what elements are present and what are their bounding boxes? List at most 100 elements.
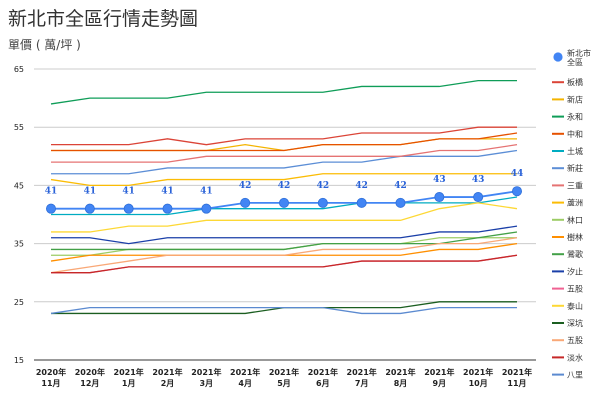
legend-label-cont: 全區 [567, 57, 583, 67]
series-line-11 [51, 231, 518, 251]
x-tick-label-month: 11月 [41, 379, 60, 388]
series-line-12 [51, 225, 518, 245]
y-tick-label: 55 [14, 123, 24, 132]
legend-label: 三重 [567, 180, 583, 190]
series-point [395, 197, 406, 208]
series-line-16 [50, 237, 518, 274]
series-line-17 [51, 254, 518, 274]
chart-title: 新北市全區行情走勢圖 [8, 8, 199, 30]
y-tick-label: 45 [14, 181, 24, 190]
x-tick-label-year: 2021年 [424, 367, 454, 377]
x-tick-label-month: 4月 [238, 379, 252, 388]
series-point [512, 186, 523, 197]
x-tick-label-year: 2020年 [36, 367, 66, 377]
data-label: 41 [161, 187, 174, 197]
x-tick-label-year: 2021年 [385, 367, 415, 377]
y-tick-label: 15 [14, 356, 24, 365]
series-point [434, 192, 445, 203]
data-label: 43 [472, 175, 485, 185]
chart-subtitle: 單價 ( 萬/坪 ) [8, 38, 81, 52]
series-line-13 [51, 254, 518, 274]
series-line-9 [51, 237, 517, 256]
legend-label: 深坑 [567, 318, 583, 328]
legend-label: 泰山 [567, 301, 583, 311]
legend-label: 永和 [567, 112, 583, 122]
series-line-6 [51, 149, 518, 175]
y-tick-label: 25 [14, 298, 24, 307]
legend-label: 鶯歌 [567, 249, 583, 259]
series-point [123, 203, 134, 214]
x-tick-label-month: 3月 [200, 379, 214, 388]
y-axis-ticks: 15 25 35 45 55 65 [14, 65, 24, 365]
data-label: 42 [278, 181, 291, 191]
x-tick-label-month: 7月 [355, 379, 369, 388]
series-point [317, 197, 328, 208]
series-line-7 [51, 144, 518, 163]
x-tick-label-month: 10月 [469, 379, 488, 388]
data-label: 41 [200, 187, 213, 197]
series-point [84, 203, 95, 214]
x-tick-label-month: 6月 [316, 379, 330, 388]
x-tick-label-month: 11月 [507, 379, 526, 388]
data-label: 42 [317, 181, 330, 191]
x-tick-label-year: 2020年 [75, 367, 105, 377]
data-label: 42 [394, 181, 407, 191]
series-point [201, 203, 212, 214]
y-tick-label: 35 [14, 240, 24, 249]
x-tick-label-year: 2021年 [114, 367, 144, 377]
series-point [46, 203, 57, 214]
legend-label: 八里 [567, 371, 583, 380]
legend-swatch-marker [553, 52, 563, 62]
legend-label: 中和 [567, 129, 583, 139]
x-tick-label-month: 1月 [122, 379, 136, 388]
data-label: 41 [84, 187, 97, 197]
data-label: 44 [511, 169, 524, 179]
x-tick-label-year: 2021年 [347, 367, 377, 377]
data-label: 42 [355, 181, 368, 191]
legend-label: 樹林 [567, 232, 583, 242]
series-point [162, 203, 173, 214]
series-point [278, 197, 289, 208]
x-tick-label-month: 2月 [161, 379, 175, 388]
series-line-8 [50, 173, 517, 187]
x-tick-label-month: 5月 [277, 379, 291, 388]
legend-label: 五股 [567, 285, 583, 294]
legend-label: 新店 [567, 94, 583, 104]
data-label: 42 [239, 181, 252, 191]
series-line-3 [50, 79, 517, 105]
series-line-18 [50, 306, 517, 315]
legend-label: 汐止 [567, 266, 583, 276]
x-tick-label-month: 8月 [394, 379, 408, 388]
x-tick-label-month: 9月 [433, 379, 447, 388]
legend-label: 淡水 [567, 352, 583, 362]
x-tick-label-year: 2021年 [152, 367, 182, 377]
series-line-10 [50, 242, 518, 262]
legend-label: 新莊 [567, 163, 583, 173]
legend-label: 蘆洲 [567, 198, 583, 208]
legend-label: 新北市 [567, 48, 591, 58]
legend-label: 林口 [567, 215, 583, 225]
x-tick-label-month: 12月 [80, 379, 99, 388]
x-tick-label-year: 2021年 [191, 367, 221, 377]
x-tick-label-year: 2021年 [230, 367, 260, 377]
series-line-1 [51, 126, 517, 146]
x-tick-label-year: 2021年 [463, 367, 493, 377]
x-tick-label-year: 2021年 [269, 367, 299, 377]
series-point [240, 197, 251, 208]
data-label: 41 [122, 187, 135, 197]
legend[interactable]: 新北市全區板橋新店永和中和土城新莊三重蘆洲林口樹林鶯歌汐止五股泰山深坑五股淡水八… [552, 48, 591, 380]
legend-label: 板橋 [567, 77, 583, 87]
x-tick-label-year: 2021年 [308, 367, 338, 377]
series-lines [50, 79, 518, 315]
x-axis-ticks: 2020年 11月 2020年 12月 2021年 1月 2021年 2月 2021年 3月 202… [36, 367, 532, 388]
legend-label: 土城 [567, 146, 583, 156]
data-label: 43 [433, 175, 446, 185]
legend-label: 五股 [567, 336, 583, 345]
series-line-5 [51, 196, 518, 216]
series-line-14 [51, 202, 518, 233]
data-label: 41 [45, 187, 58, 197]
x-tick-label-year: 2021年 [502, 367, 532, 377]
series-point [356, 197, 367, 208]
series-markers: 41 41 41 41 41 42 42 42 42 42 43 43 44 [45, 169, 524, 214]
